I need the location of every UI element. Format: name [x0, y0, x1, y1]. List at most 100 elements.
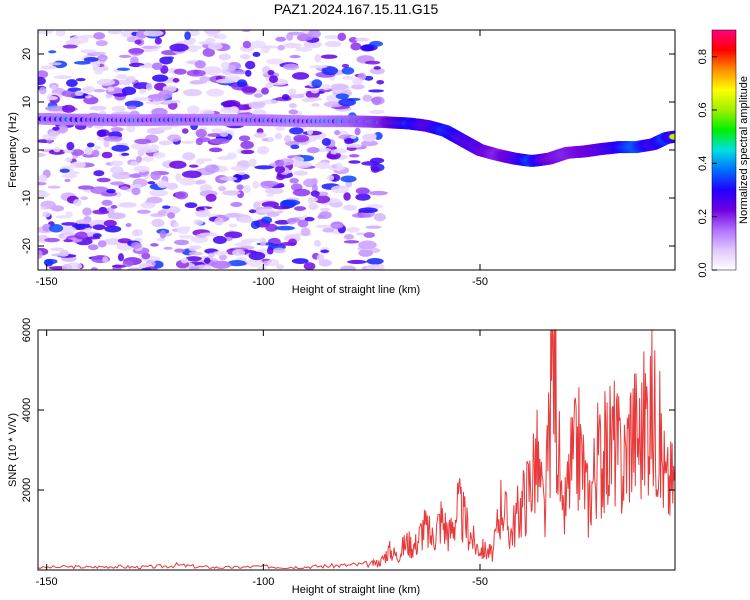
heatmap-cell	[369, 67, 385, 75]
heatmap-cell	[40, 206, 47, 210]
heatmap-cell	[363, 232, 376, 238]
heatmap-cell	[211, 260, 232, 269]
heatmap-cell	[208, 147, 223, 153]
heatmap-cell	[184, 202, 198, 209]
heatmap-cell	[212, 250, 229, 256]
heatmap-cell	[96, 78, 116, 86]
heatmap-cell	[253, 93, 263, 98]
y-tick-label: -20	[21, 238, 33, 254]
heatmap-cell	[370, 166, 380, 173]
heatmap-cell	[321, 66, 339, 76]
x-tick-label: -50	[472, 276, 488, 288]
heatmap-cell	[48, 62, 62, 66]
heatmap-cell	[186, 69, 206, 77]
heatmap-cell	[240, 140, 254, 150]
heatmap-cell	[89, 51, 107, 56]
heatmap-cell	[133, 165, 150, 173]
heatmap-cell	[169, 160, 187, 169]
heatmap-cell	[62, 44, 78, 49]
heatmap-cell	[358, 240, 377, 250]
heatmap-cell	[91, 149, 100, 158]
heatmap-cell	[219, 131, 229, 137]
heatmap-cell	[216, 33, 227, 40]
heatmap-cell	[265, 223, 278, 232]
figure-title: PAZ1.2024.167.15.11.G15	[274, 1, 439, 17]
heatmap-cell	[59, 168, 70, 173]
heatmap-cell	[150, 243, 159, 247]
heatmap-cell	[75, 219, 91, 225]
heatmap-cell	[55, 215, 69, 219]
heatmap-cell	[360, 44, 375, 52]
heatmap-cell	[153, 151, 166, 159]
heatmap-cell	[355, 37, 370, 42]
heatmap-cell	[224, 231, 243, 239]
heatmap-cell	[188, 251, 203, 256]
heatmap-cell	[341, 67, 355, 75]
heatmap-cell	[293, 161, 312, 169]
y-tick-label: 20	[21, 48, 33, 60]
heatmap-cell	[224, 213, 240, 218]
heatmap-cell	[86, 232, 94, 237]
colorbar-ticks: 0.0 0.2 0.4 0.6 0.8	[697, 49, 717, 278]
heatmap-cell	[288, 109, 298, 115]
heatmap-cell	[159, 140, 172, 146]
heatmap-cell	[369, 109, 385, 114]
heatmap-x-ticks: -150 -100 -50	[36, 30, 488, 288]
heatmap-cell	[214, 217, 224, 226]
heatmap-cell	[102, 256, 109, 263]
heatmap-cell	[44, 258, 58, 265]
heatmap-cell	[91, 59, 101, 69]
heatmap-cell	[162, 205, 171, 209]
heatmap-cell	[46, 96, 59, 101]
heatmap-cell	[141, 252, 151, 260]
heatmap-cell	[167, 212, 176, 219]
heatmap-cell	[371, 96, 382, 106]
heatmap-cell	[318, 259, 332, 267]
heatmap-cell	[308, 197, 319, 202]
heatmap-cell	[97, 240, 107, 248]
heatmap-cell	[84, 86, 92, 94]
heatmap-cell	[128, 48, 145, 54]
heatmap-cell	[261, 45, 279, 49]
heatmap-cell	[193, 219, 204, 226]
heatmap-cell	[254, 165, 274, 170]
heatmap-cell	[184, 226, 191, 230]
heatmap-cell	[93, 170, 105, 177]
heatmap-cell	[297, 219, 309, 228]
heatmap-cell	[159, 230, 167, 239]
heatmap-cell	[197, 41, 215, 45]
heatmap-cell	[181, 140, 195, 144]
heatmap-cell	[44, 237, 60, 243]
heatmap-cell	[75, 78, 86, 82]
heatmap-cell	[185, 256, 202, 262]
heatmap-cell	[98, 57, 107, 61]
heatmap-cell	[190, 79, 208, 84]
heatmap-cell	[124, 100, 144, 108]
heatmap-cell	[281, 94, 290, 100]
heatmap-cell	[236, 184, 244, 191]
heatmap-cell	[92, 209, 110, 215]
heatmap-cell	[295, 46, 313, 52]
heatmap-cell	[61, 263, 73, 270]
heatmap-cell	[250, 40, 266, 49]
heatmap-cell	[68, 170, 75, 179]
heatmap-cell	[291, 72, 310, 80]
heatmap-cell	[110, 181, 125, 186]
heatmap-cell	[61, 222, 78, 226]
heatmap-cell	[42, 211, 51, 218]
heatmap-cell	[131, 229, 140, 237]
heatmap-cell	[292, 188, 311, 197]
heatmap-cell	[133, 183, 143, 188]
heatmap-cell	[149, 144, 160, 153]
heatmap-cell	[149, 189, 169, 197]
heatmap-cell	[352, 77, 363, 86]
heatmap-cell	[38, 70, 49, 79]
heatmap-cell	[89, 105, 107, 111]
heatmap-cell	[174, 248, 186, 253]
heatmap-cell	[85, 95, 92, 99]
heatmap-cell	[143, 30, 164, 37]
heatmap-cell	[154, 37, 162, 45]
heatmap-cell	[300, 227, 311, 236]
heatmap-cell	[74, 231, 89, 240]
heatmap-cell	[366, 264, 385, 270]
